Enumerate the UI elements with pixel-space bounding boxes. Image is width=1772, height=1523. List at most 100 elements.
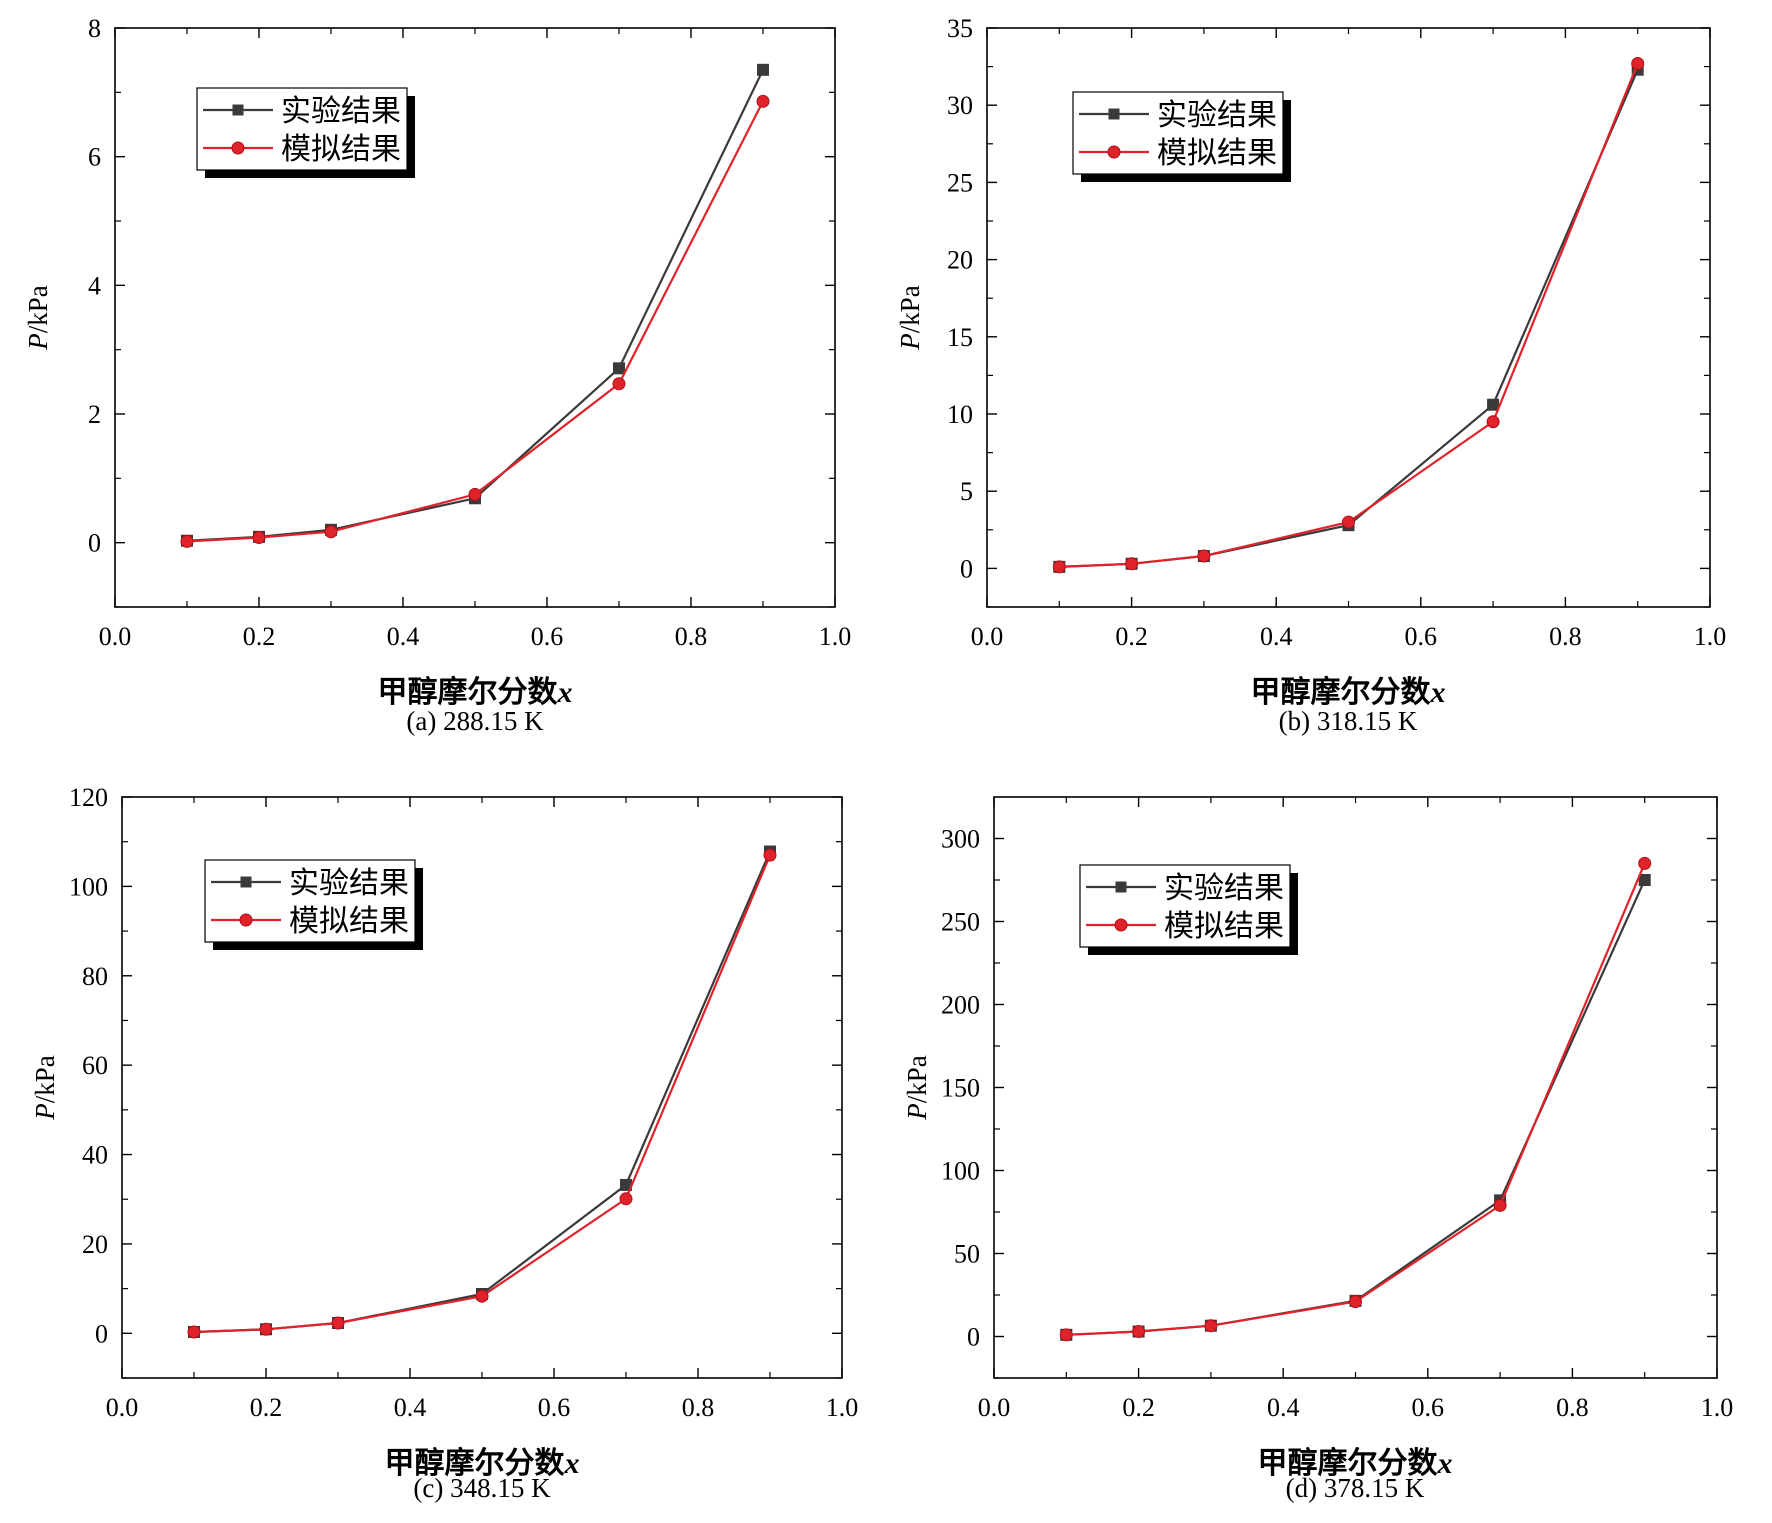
data-point-simulated: [1125, 557, 1139, 571]
y-axis-label: P/kPa: [895, 285, 925, 351]
data-point-simulated: [1493, 1198, 1507, 1212]
x-tick-label: 0.8: [675, 622, 708, 651]
y-tick-label: 2: [88, 400, 101, 429]
y-tick-label: 5: [960, 477, 973, 506]
chart-panel-2: 0.0 0.2 0.4 0.6 0.8 1.0 0 5 10 15 20 25 30 35 P/kPa 甲醇摩…: [895, 14, 1726, 736]
legend-marker-square: [232, 104, 244, 116]
x-axis-label-variable: x: [564, 1447, 580, 1480]
x-axis-label-text: 甲醇摩尔分数: [1258, 1446, 1439, 1481]
x-tick-label: 0.0: [971, 622, 1004, 651]
y-tick-label: 20: [947, 246, 973, 275]
y-axis-label-unit: /kPa: [30, 1055, 60, 1103]
legend-marker-square: [1108, 108, 1120, 120]
data-point-experimental: [1487, 398, 1500, 411]
legend-marker-circle: [231, 141, 245, 155]
data-point-simulated: [1052, 560, 1066, 574]
y-axis-label-symbol: P: [895, 333, 925, 351]
y-tick-label: 100: [69, 872, 108, 901]
y-tick-label: 60: [82, 1051, 108, 1080]
x-tick-label: 0.4: [387, 622, 420, 651]
legend-label: 模拟结果: [1157, 136, 1277, 171]
y-axis-label: P/kPa: [30, 1055, 60, 1121]
x-tick-label: 0.8: [682, 1393, 715, 1422]
data-point-experimental: [613, 362, 625, 375]
x-tick-label: 0.8: [1549, 622, 1582, 651]
y-tick-label: 250: [941, 908, 980, 937]
x-tick-label: 0.6: [538, 1393, 571, 1422]
x-axis-label-variable: x: [557, 676, 573, 709]
data-point-simulated: [619, 1192, 633, 1206]
y-tick-label: 40: [82, 1141, 108, 1170]
data-point-experimental: [1638, 874, 1651, 886]
chart-panel-3: 0.0 0.2 0.4 0.6 0.8 1.0 0 20 40 60 80 100 120 P/kPa 甲醇…: [30, 783, 858, 1503]
y-axis-label-symbol: P: [902, 1103, 932, 1121]
data-point-simulated: [252, 531, 266, 545]
data-point-simulated: [612, 377, 626, 391]
legend-label: 实验结果: [1157, 98, 1277, 133]
x-axis-label-text: 甲醇摩尔分数: [1251, 675, 1432, 710]
x-tick-label: 0.2: [1115, 622, 1148, 651]
series-line-2: [1066, 862, 1646, 1336]
x-axis-label-text: 甲醇摩尔分数: [385, 1446, 566, 1481]
legend-marker-circle: [1114, 918, 1128, 932]
data-point-simulated: [1486, 415, 1500, 429]
x-axis-label-text: 甲醇摩尔分数: [378, 675, 559, 710]
data-point-simulated: [763, 848, 777, 862]
y-axis-label-unit: /kPa: [895, 285, 925, 333]
y-tick-label: 120: [69, 783, 108, 812]
y-tick-label: 8: [88, 14, 101, 43]
data-point-simulated: [475, 1289, 489, 1303]
y-tick-label: 0: [967, 1323, 980, 1352]
legend-label: 实验结果: [281, 94, 401, 129]
x-tick-label: 1.0: [819, 622, 852, 651]
data-point-simulated: [331, 1316, 345, 1330]
data-point-simulated: [1132, 1325, 1146, 1339]
legend-label: 模拟结果: [1164, 909, 1284, 944]
panel-caption: (d) 378.15 K: [1286, 1473, 1425, 1503]
x-tick-label: 1.0: [826, 1393, 859, 1422]
y-tick-label: 150: [941, 1074, 980, 1103]
x-tick-label: 1.0: [1701, 1393, 1734, 1422]
legend-label: 模拟结果: [289, 904, 409, 939]
x-tick-label: 0.4: [1260, 622, 1293, 651]
data-point-simulated: [180, 534, 194, 548]
y-axis-label-symbol: P: [23, 333, 53, 351]
legend-marker-circle: [239, 913, 253, 927]
data-point-simulated: [1059, 1328, 1073, 1342]
x-axis-label-variable: x: [1437, 1447, 1453, 1480]
y-tick-label: 35: [947, 14, 973, 43]
data-point-simulated: [1349, 1295, 1362, 1309]
data-point-simulated: [756, 94, 770, 108]
legend-label: 模拟结果: [281, 132, 401, 167]
data-point-simulated: [259, 1322, 273, 1336]
data-point-simulated: [468, 487, 482, 501]
panel-caption: (b) 318.15 K: [1279, 706, 1418, 736]
x-tick-label: 0.6: [1405, 622, 1438, 651]
chart-panel-4: 0.0 0.2 0.4 0.6 0.8 1.0 0 50 100 150 200 250 300 P/kP…: [902, 796, 1734, 1503]
x-tick-label: 0.8: [1556, 1393, 1589, 1422]
y-tick-label: 0: [960, 554, 973, 583]
x-tick-label: 0.4: [1267, 1393, 1300, 1422]
x-axis-label: 甲醇摩尔分数x: [385, 1446, 580, 1481]
y-tick-label: 20: [82, 1230, 108, 1259]
data-point-simulated: [187, 1325, 201, 1339]
legend-box: [196, 87, 408, 171]
series-line-2: [1059, 63, 1639, 568]
y-tick-label: 50: [954, 1240, 980, 1269]
legend-box: [204, 859, 416, 943]
x-tick-label: 0.6: [1412, 1393, 1445, 1422]
y-tick-label: 25: [947, 168, 973, 197]
y-axis-label-symbol: P: [30, 1103, 60, 1121]
x-tick-label: 0.2: [1122, 1393, 1155, 1422]
y-tick-label: 10: [947, 400, 973, 429]
legend-box: [1079, 864, 1291, 948]
x-tick-label: 0.0: [978, 1393, 1011, 1422]
y-tick-label: 100: [941, 1157, 980, 1186]
data-point-simulated: [1638, 856, 1652, 870]
x-tick-label: 0.0: [99, 622, 132, 651]
